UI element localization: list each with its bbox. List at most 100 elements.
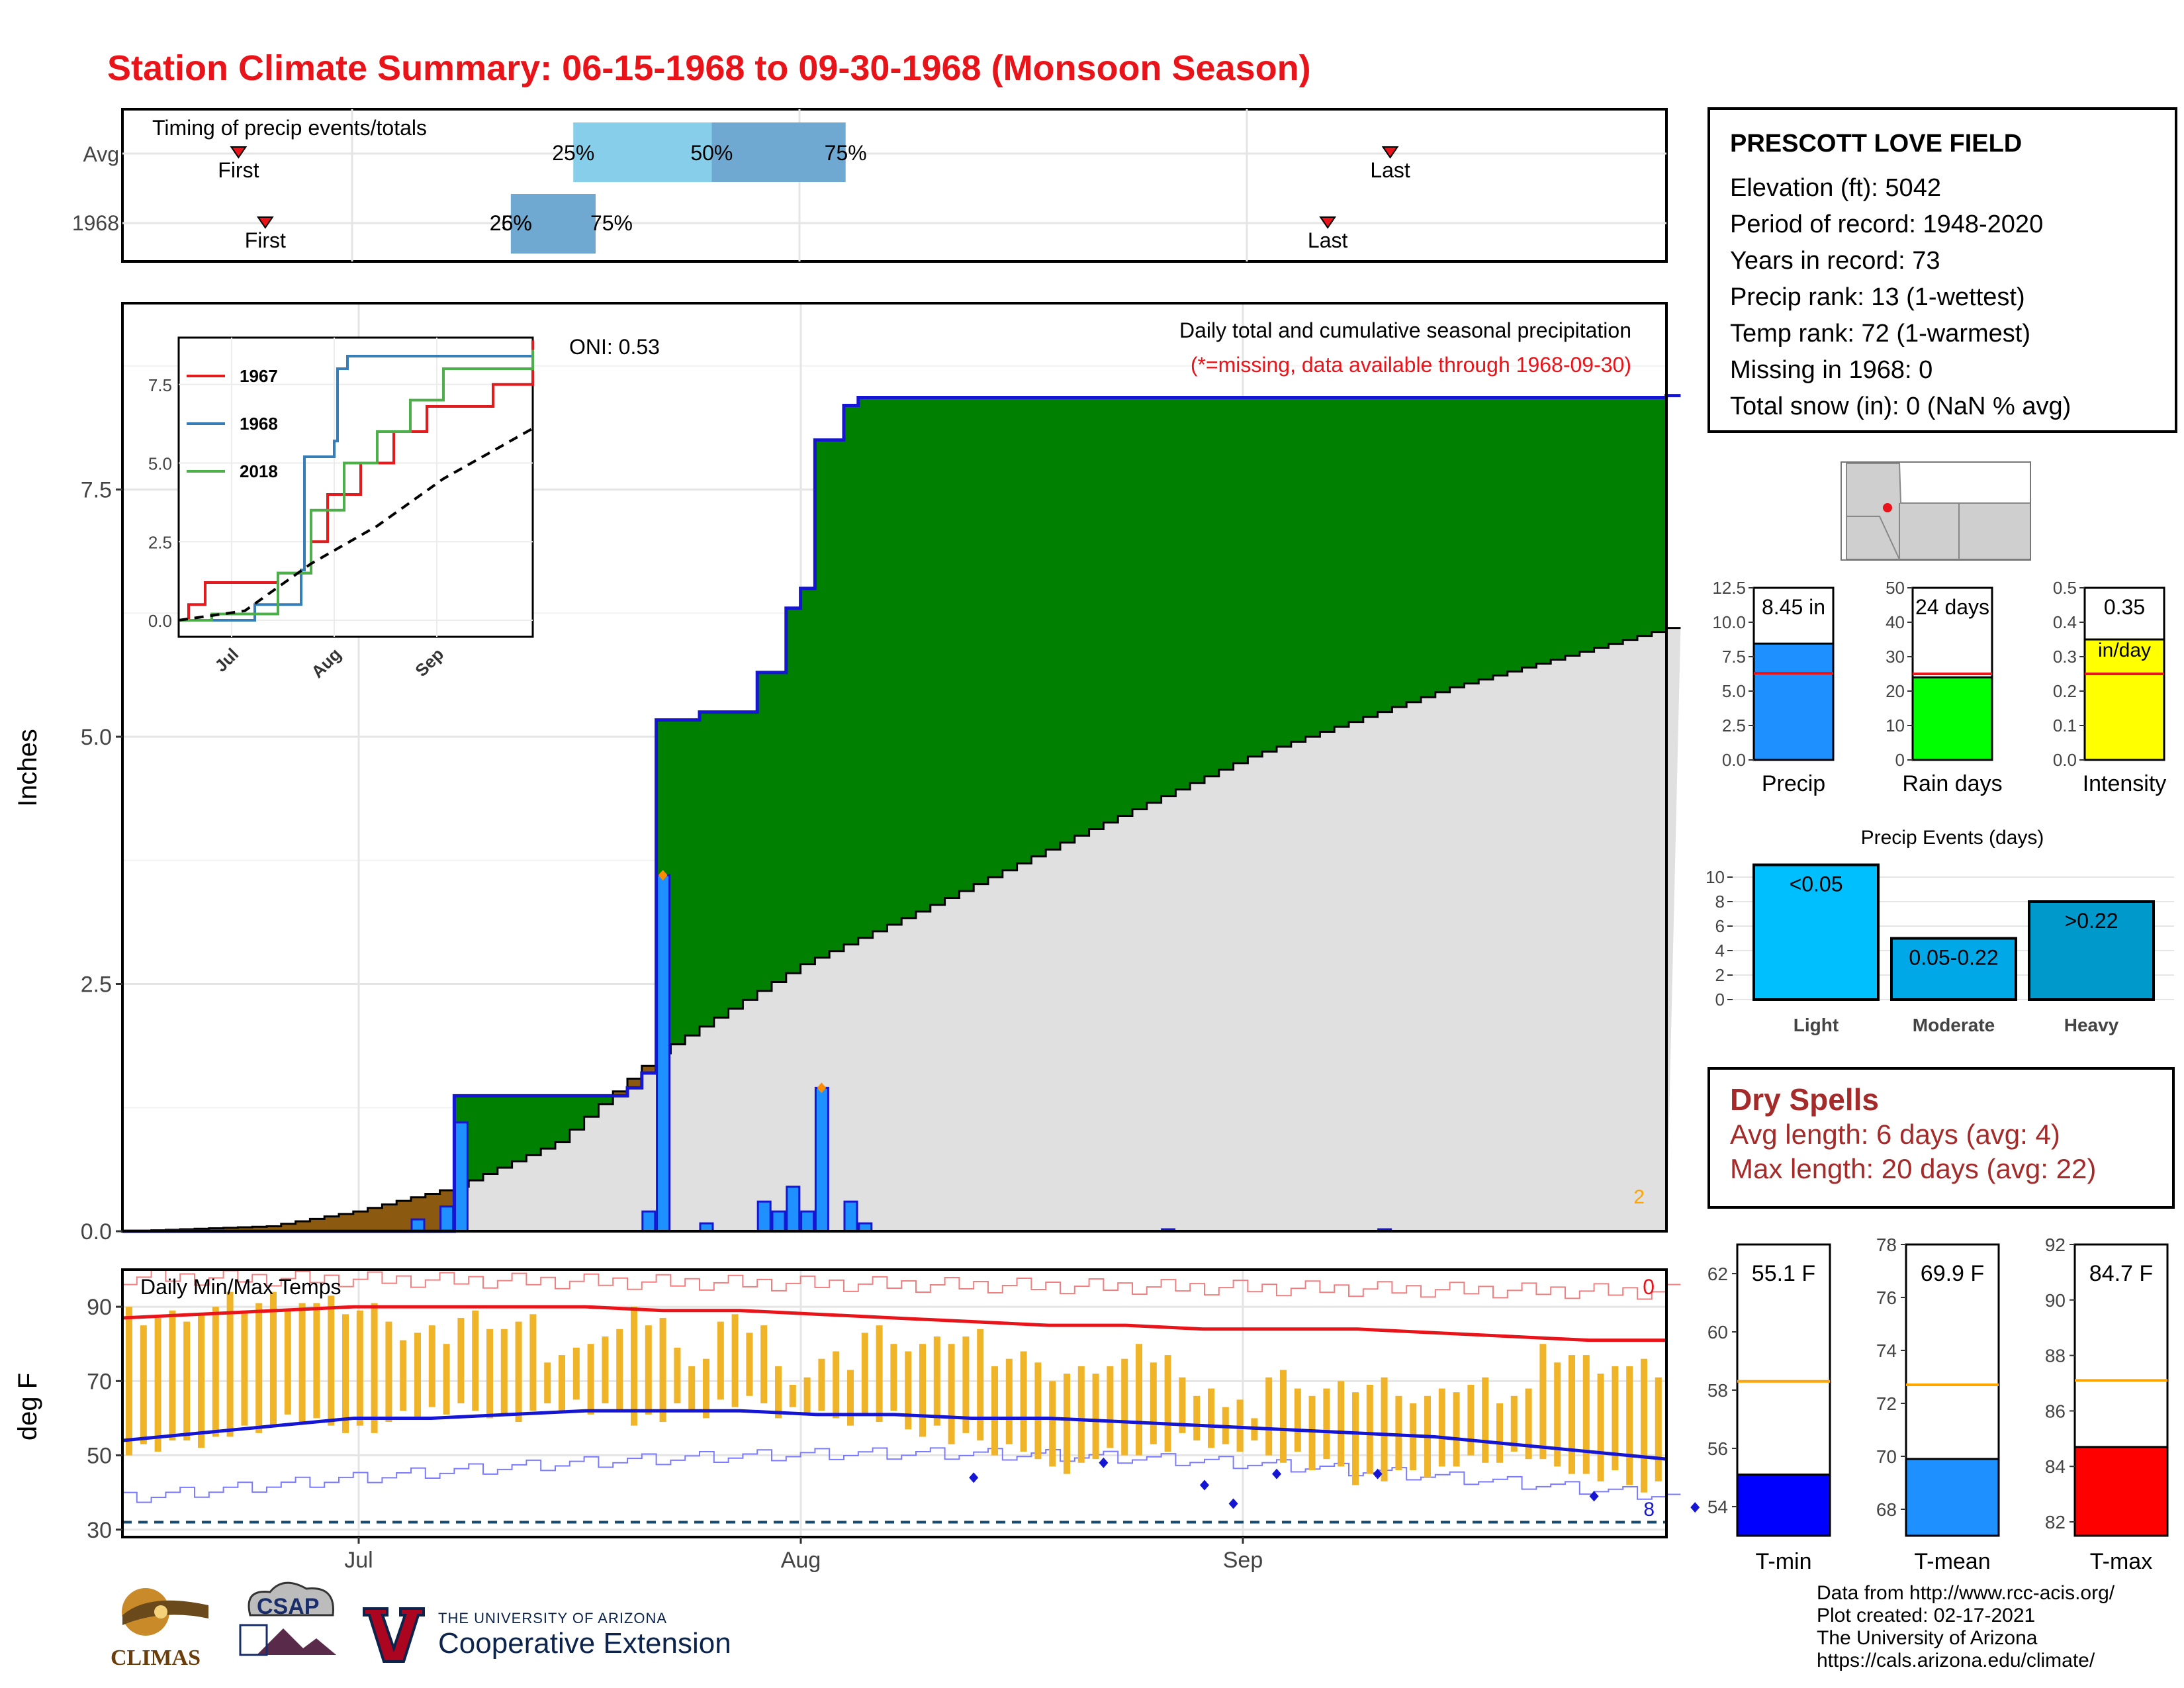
surplus-fill: [1479, 397, 1494, 680]
page-title: Station Climate Summary: 06-15-1968 to 0…: [107, 48, 1311, 88]
daily-temp-bar: [948, 1344, 955, 1444]
precip-event-bar-Heavy: [2028, 900, 2155, 1001]
daily-precip-bar: [453, 1121, 469, 1233]
deficit-fill: [613, 1091, 628, 1096]
record-low-marker: [1690, 1502, 1700, 1513]
temp-summary-ytick-label: 68: [1876, 1499, 1897, 1520]
surplus-fill: [829, 440, 844, 951]
daily-temp-bar: [933, 1336, 940, 1426]
surplus-fill: [1305, 397, 1320, 737]
summary-ytick-label: 0.5: [2053, 578, 2077, 598]
timing-avg-p75-label: 75%: [825, 141, 867, 165]
surplus-fill: [844, 405, 859, 945]
temp-summary-xlabel-T-max: T-max: [2090, 1549, 2152, 1574]
avg-min-line: [122, 1409, 1666, 1461]
daily-temp-bar: [1092, 1374, 1099, 1460]
record-low-marker: [1272, 1468, 1281, 1479]
surplus-fill: [944, 397, 960, 898]
surplus-fill: [713, 712, 729, 1018]
daily-temp-bar: [1020, 1351, 1027, 1452]
daily-temp-bar: [1582, 1355, 1590, 1474]
surplus-fill: [1522, 397, 1537, 668]
inset-panel: [177, 336, 534, 638]
temp-xtick-label: Jul: [344, 1548, 373, 1573]
timing-1968-bar: [510, 194, 596, 254]
temp-low-count: 8: [1643, 1499, 1655, 1521]
surplus-fill: [1334, 397, 1349, 727]
surplus-fill: [1002, 397, 1018, 870]
summary-ytick-label: 12.5: [1712, 578, 1746, 598]
record-low-marker: [1373, 1468, 1383, 1479]
surplus-fill: [1594, 397, 1609, 648]
surplus-fill: [728, 712, 743, 1009]
surplus-fill: [1218, 397, 1234, 770]
surplus-fill: [872, 397, 887, 931]
deficit-fill: [252, 1227, 267, 1231]
surplus-fill: [469, 1096, 484, 1181]
daily-temp-bar: [212, 1307, 219, 1437]
timing-1968-p50-label: 26%: [490, 211, 532, 235]
daily-temp-bar: [717, 1321, 724, 1400]
main-missing-count: 2: [1633, 1186, 1645, 1208]
daily-temp-bar: [674, 1347, 681, 1403]
daily-temp-bar: [443, 1344, 450, 1415]
daily-temp-bar: [1482, 1377, 1489, 1463]
record-marker: [817, 1082, 827, 1094]
dry-spells-avg: Avg length: 6 days (avg: 4): [1730, 1119, 2060, 1150]
surplus-fill: [700, 712, 715, 1027]
temp-summary-bar-T-min: [1736, 1474, 1831, 1537]
precip-events-title: Precip Events (days): [1861, 827, 2044, 849]
surplus-fill: [541, 1096, 556, 1149]
temp-summary-ytick-label: 82: [2045, 1512, 2066, 1532]
precip-event-bin-Moderate: 0.05-0.22: [1909, 946, 1998, 970]
avg-cumulative-area: [122, 628, 1681, 1231]
surplus-fill: [1406, 397, 1422, 702]
daily-precip-bar: [800, 1210, 815, 1233]
main-ylabel: Inches: [13, 729, 42, 807]
ua-small-text: THE UNIVERSITY OF ARIZONA: [438, 1610, 668, 1626]
daily-temp-bar: [1077, 1366, 1085, 1463]
surplus-fill: [1277, 397, 1292, 747]
daily-precip-bar: [786, 1186, 801, 1233]
surplus-fill: [685, 720, 700, 1036]
precip-event-label-Light: Light: [1794, 1015, 1839, 1035]
temp-summary-ytick-label: 78: [1876, 1235, 1897, 1255]
daily-temp-bar: [385, 1321, 392, 1423]
ua-big-text: Cooperative Extension: [438, 1627, 731, 1660]
temp-summary-ytick-label: 76: [1876, 1288, 1897, 1308]
temp-summary-xlabel-T-mean: T-mean: [1914, 1549, 1990, 1574]
precip-events-ytick-label: 6: [1715, 916, 1725, 936]
deficit-fill: [281, 1223, 296, 1231]
inset-ytick-label: 2.5: [148, 532, 172, 552]
daily-temp-bar: [198, 1314, 205, 1448]
daily-temp-bar: [1539, 1344, 1547, 1460]
temp-xtick-label: Sep: [1223, 1548, 1263, 1573]
daily-temp-bar: [1438, 1388, 1445, 1467]
timing-avg-last-marker: [1381, 146, 1399, 159]
deficit-fill: [396, 1201, 412, 1231]
temp-ytick-label: 90: [87, 1295, 112, 1320]
daily-temp-bar: [1554, 1362, 1561, 1467]
daily-temp-bar: [241, 1310, 248, 1426]
inset-legend-label-1968: 1968: [240, 414, 278, 434]
deficit-fill: [339, 1213, 354, 1231]
surplus-fill: [1449, 397, 1465, 688]
temp-title: Daily Min/Max Temps: [140, 1275, 341, 1299]
footer-credits: Data from http://www.rcc-acis.org/ Plot …: [1817, 1582, 2115, 1672]
summary-ytick-label: 0.1: [2053, 716, 2077, 735]
summary-ytick-label: 40: [1886, 612, 1905, 632]
surplus-fill: [584, 1096, 599, 1117]
record-max-line: [122, 1269, 1681, 1300]
daily-temp-bar: [486, 1329, 493, 1419]
daily-temp-bar: [529, 1314, 537, 1411]
temp-summary-ytick-label: 86: [2045, 1401, 2066, 1421]
climas-text: CLIMAS: [111, 1646, 201, 1670]
surplus-fill: [757, 672, 772, 991]
daily-temp-bar: [659, 1317, 666, 1423]
daily-temp-bar: [1236, 1399, 1244, 1452]
daily-temp-bar: [631, 1307, 637, 1426]
daily-temp-bar: [1395, 1395, 1402, 1470]
dry-spells-title: Dry Spells: [1730, 1082, 1879, 1117]
daily-temp-bar: [255, 1303, 263, 1433]
